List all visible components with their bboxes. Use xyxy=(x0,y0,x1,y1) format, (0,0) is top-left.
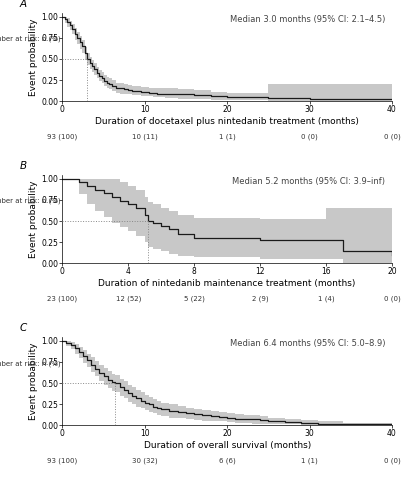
Text: 0 (0): 0 (0) xyxy=(383,133,399,140)
Text: Number at risk: n (%): Number at risk: n (%) xyxy=(0,36,61,43)
Text: B: B xyxy=(19,161,26,171)
Text: A: A xyxy=(19,0,26,9)
Text: Number at risk: n (%): Number at risk: n (%) xyxy=(0,198,61,204)
X-axis label: Duration of overall survival (months): Duration of overall survival (months) xyxy=(143,441,310,450)
Text: Median 6.4 months (95% CI: 5.0–8.9): Median 6.4 months (95% CI: 5.0–8.9) xyxy=(229,340,385,348)
Text: 1 (4): 1 (4) xyxy=(317,295,334,302)
Text: Median 3.0 months (95% CI: 2.1–4.5): Median 3.0 months (95% CI: 2.1–4.5) xyxy=(229,15,385,24)
Text: 93 (100): 93 (100) xyxy=(47,133,77,140)
Text: 6 (6): 6 (6) xyxy=(218,457,235,464)
Y-axis label: Event probability: Event probability xyxy=(29,342,38,419)
Y-axis label: Event probability: Event probability xyxy=(29,180,38,258)
Text: 1 (1): 1 (1) xyxy=(218,133,235,140)
Text: 0 (0): 0 (0) xyxy=(383,457,399,464)
Text: 1 (1): 1 (1) xyxy=(300,457,317,464)
Text: 0 (0): 0 (0) xyxy=(300,133,317,140)
Text: 23 (100): 23 (100) xyxy=(47,295,77,302)
Text: Median 5.2 months (95% CI: 3.9–inf): Median 5.2 months (95% CI: 3.9–inf) xyxy=(232,177,385,186)
Text: 30 (32): 30 (32) xyxy=(132,457,157,464)
Text: 10 (11): 10 (11) xyxy=(132,133,157,140)
Y-axis label: Event probability: Event probability xyxy=(29,18,38,96)
Text: 93 (100): 93 (100) xyxy=(47,457,77,464)
Text: Number at risk: n (%): Number at risk: n (%) xyxy=(0,360,61,366)
Text: 12 (52): 12 (52) xyxy=(115,295,141,302)
Text: 5 (22): 5 (22) xyxy=(183,295,204,302)
X-axis label: Duration of docetaxel plus nintedanib treatment (months): Duration of docetaxel plus nintedanib tr… xyxy=(95,117,358,126)
Text: 0 (0): 0 (0) xyxy=(383,295,399,302)
Text: C: C xyxy=(19,323,26,333)
X-axis label: Duration of nintedanib maintenance treatment (months): Duration of nintedanib maintenance treat… xyxy=(98,279,355,288)
Text: 2 (9): 2 (9) xyxy=(251,295,268,302)
